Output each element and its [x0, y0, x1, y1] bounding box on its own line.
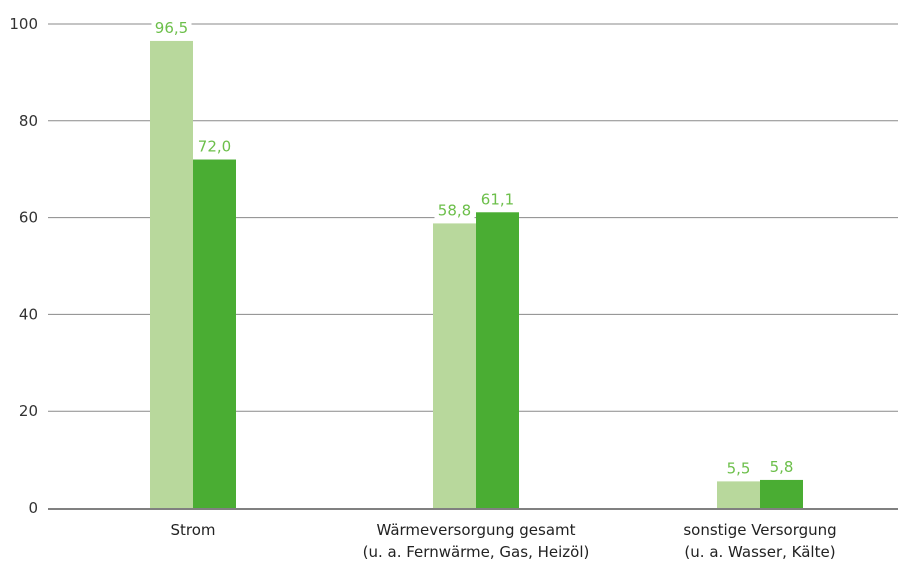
- data-label-background: [477, 188, 518, 209]
- category-label: Wärmeversorgung gesamt: [376, 521, 575, 539]
- data-label: 72,0: [198, 138, 231, 156]
- bar: [433, 223, 476, 508]
- data-label: 61,1: [481, 190, 514, 208]
- bar: [476, 212, 519, 508]
- data-label-background: [718, 457, 759, 478]
- bar: [717, 481, 760, 508]
- category-labels: Strom Wärmeversorgung gesamt (u. a. Fernwä…: [170, 521, 836, 561]
- category-label: (u. a. Fernwärme, Gas, Heizöl): [363, 543, 590, 561]
- y-tick-label: 40: [19, 305, 38, 323]
- data-label: 5,5: [727, 459, 751, 477]
- y-tick-label: 20: [19, 402, 38, 420]
- data-label: 58,8: [438, 201, 471, 219]
- category-label: Strom: [170, 521, 215, 539]
- category-label: (u. a. Wasser, Kälte): [684, 543, 835, 561]
- y-tick-label: 60: [19, 209, 38, 227]
- data-label-background: [151, 16, 192, 37]
- y-tick-label: 80: [19, 112, 38, 130]
- data-labels: 96,5 58,8 5,5 72,0 61,1 5,8: [151, 16, 802, 478]
- data-label: 5,8: [770, 458, 794, 476]
- bars: [48, 40, 898, 510]
- data-label-background: [761, 455, 802, 476]
- y-axis-tick-labels: 0 20 40 60 80 100: [9, 15, 38, 517]
- data-label-background: [434, 199, 475, 220]
- bar: [193, 159, 236, 508]
- y-tick-label: 100: [9, 15, 38, 33]
- y-tick-label: 0: [28, 499, 38, 517]
- bar: [760, 479, 803, 508]
- data-label-background: [194, 135, 235, 156]
- category-label: sonstige Versorgung: [683, 521, 836, 539]
- data-label: 96,5: [155, 19, 188, 37]
- bar: [150, 40, 193, 508]
